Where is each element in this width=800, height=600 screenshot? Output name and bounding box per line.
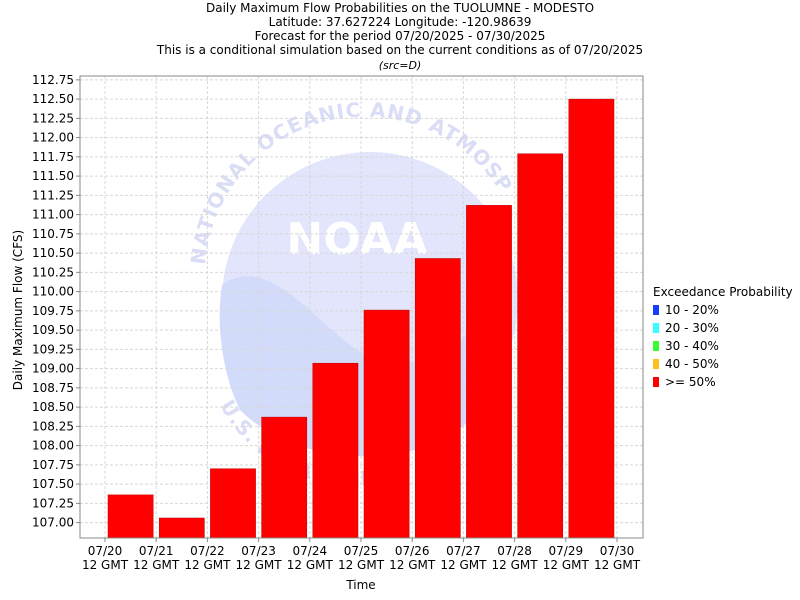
- legend-title: Exceedance Probability: [653, 285, 793, 299]
- y-tick-label: 107.50: [32, 477, 74, 491]
- x-tick-label: 07/22: [190, 544, 225, 558]
- y-tick-label: 110.00: [32, 285, 74, 299]
- y-tick-label: 110.25: [32, 265, 74, 279]
- chart-subtitle-period: Forecast for the period 07/20/2025 - 07/…: [254, 29, 546, 43]
- y-tick-label: 112.50: [32, 92, 74, 106]
- y-tick-label: 110.75: [32, 227, 74, 241]
- y-tick-label: 112.75: [32, 73, 74, 87]
- chart-subtitle-location: Latitude: 37.627224 Longitude: -120.9863…: [268, 15, 532, 29]
- y-tick-label: 109.00: [32, 362, 74, 376]
- y-tick-label: 109.25: [32, 342, 74, 356]
- legend: Exceedance Probability 10 - 20% 20 - 30% 3…: [653, 284, 793, 391]
- legend-item: 40 - 50%: [653, 355, 793, 373]
- y-tick-label: 110.50: [32, 246, 74, 260]
- flow-bar: [312, 362, 359, 539]
- y-tick-label: 111.25: [32, 188, 74, 202]
- y-tick-label: 112.25: [32, 111, 74, 125]
- x-tick-label: 07/29: [549, 544, 584, 558]
- chart-subtitle-condition: This is a conditional simulation based o…: [156, 43, 644, 57]
- x-tick-time-label: 12 GMT: [492, 558, 539, 572]
- y-tick-label: 108.75: [32, 381, 74, 395]
- flow-bar: [517, 153, 564, 539]
- legend-swatch: [653, 341, 659, 351]
- x-tick-time-label: 12 GMT: [338, 558, 385, 572]
- x-tick-time-label: 12 GMT: [184, 558, 231, 572]
- legend-swatch: [653, 359, 659, 369]
- y-tick-label: 111.50: [32, 169, 74, 183]
- x-tick-time-label: 12 GMT: [133, 558, 180, 572]
- legend-item: >= 50%: [653, 373, 793, 391]
- legend-items: 10 - 20% 20 - 30% 30 - 40% 40 - 50% >= 50%: [653, 301, 793, 391]
- x-tick-label: 07/30: [600, 544, 635, 558]
- y-tick-label: 112.00: [32, 131, 74, 145]
- legend-item: 10 - 20%: [653, 301, 793, 319]
- x-tick-time-label: 12 GMT: [82, 558, 129, 572]
- flow-bar: [414, 258, 461, 539]
- bars: [107, 98, 615, 539]
- y-tick-label: 107.75: [32, 458, 74, 472]
- chart-title: Daily Maximum Flow Probabilities on the …: [205, 1, 595, 15]
- x-tick-label: 07/28: [497, 544, 532, 558]
- legend-label: >= 50%: [665, 375, 716, 389]
- grid-lines: [80, 76, 643, 538]
- x-tick-time-label: 12 GMT: [543, 558, 590, 572]
- flow-bar: [107, 494, 154, 539]
- legend-swatch: [653, 377, 659, 387]
- x-tick-label: 07/20: [88, 544, 123, 558]
- legend-item: 30 - 40%: [653, 337, 793, 355]
- flow-bar: [363, 309, 410, 539]
- x-tick-label: 07/25: [344, 544, 379, 558]
- x-axis-label: Time: [346, 578, 376, 592]
- legend-label: 20 - 30%: [665, 321, 719, 335]
- x-tick-label: 07/21: [139, 544, 174, 558]
- legend-label: 10 - 20%: [665, 303, 719, 317]
- x-tick-label: 07/27: [446, 544, 481, 558]
- x-tick-time-label: 12 GMT: [440, 558, 487, 572]
- flow-bar: [158, 517, 205, 539]
- x-tick-time-label: 12 GMT: [594, 558, 641, 572]
- flow-bar: [466, 205, 512, 539]
- legend-item: 20 - 30%: [653, 319, 793, 337]
- x-tick-time-label: 12 GMT: [287, 558, 334, 572]
- y-tick-label: 111.75: [32, 150, 74, 164]
- chart-subtitle-source: (src=D): [378, 59, 422, 72]
- y-tick-label: 108.25: [32, 419, 74, 433]
- y-axis: 107.00 107.25 107.50 107.75 108.00 108.25 108.…: [32, 73, 80, 530]
- y-tick-label: 107.25: [32, 496, 74, 510]
- flow-bar: [568, 98, 615, 539]
- y-tick-label: 108.50: [32, 400, 74, 414]
- legend-label: 30 - 40%: [665, 339, 719, 353]
- x-tick-time-label: 12 GMT: [236, 558, 283, 572]
- flow-bar: [261, 416, 308, 539]
- y-tick-label: 109.75: [32, 304, 74, 318]
- x-tick-time-label: 12 GMT: [389, 558, 436, 572]
- x-tick-label: 07/26: [395, 544, 430, 558]
- legend-swatch: [653, 305, 659, 315]
- y-axis-label: Daily Maximum Flow (CFS): [11, 229, 25, 391]
- y-tick-label: 108.00: [32, 439, 74, 453]
- x-tick-label: 07/24: [293, 544, 328, 558]
- y-tick-label: 107.00: [32, 516, 74, 530]
- noaa-logo-text: NOAA: [286, 214, 427, 265]
- y-tick-label: 111.00: [32, 208, 74, 222]
- y-tick-label: 109.50: [32, 323, 74, 337]
- legend-swatch: [653, 323, 659, 333]
- legend-label: 40 - 50%: [665, 357, 719, 371]
- flow-bar: [210, 468, 256, 539]
- x-tick-label: 07/23: [241, 544, 276, 558]
